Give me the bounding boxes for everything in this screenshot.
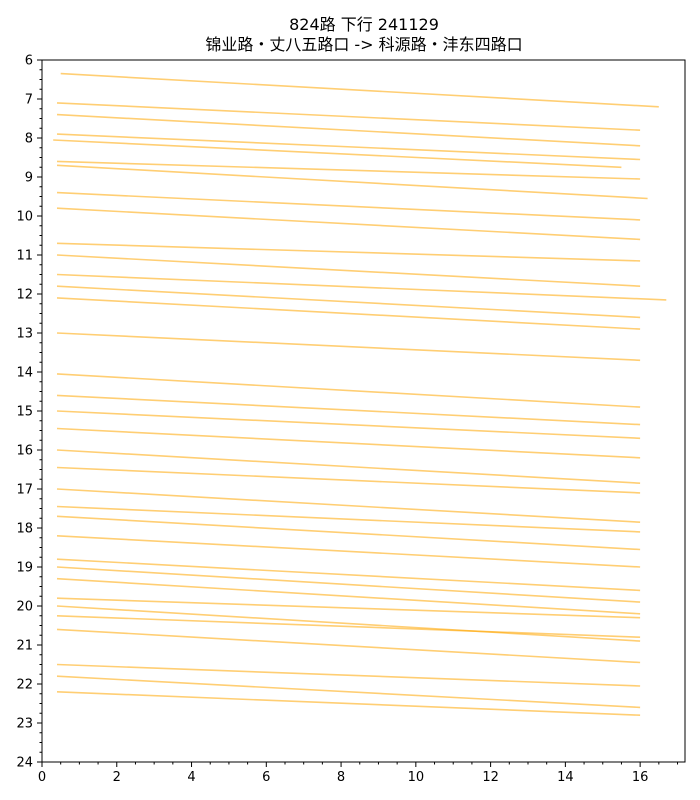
- trip-line-12: [56, 505, 641, 533]
- x-tick-label: 16: [632, 770, 649, 785]
- x-tick-label: 0: [38, 770, 46, 785]
- y-axis: 6 7 8 9 10 11 12 13 14 15 16 17 18 19 20 21 22 23 24: [16, 54, 42, 771]
- trip-line-24: [56, 160, 641, 180]
- y-tick-label: 19: [16, 561, 33, 576]
- y-tick-label: 24: [16, 756, 33, 771]
- trip-line-4: [56, 242, 641, 262]
- trip-line-32: [56, 566, 641, 603]
- y-tick-label: 20: [16, 600, 33, 615]
- trip-line-1: [60, 72, 659, 108]
- trip-line-21: [56, 133, 641, 161]
- trip-line-11: [56, 488, 641, 523]
- y-tick-label: 10: [16, 210, 33, 225]
- trip-line-8: [56, 410, 641, 440]
- trip-line-16: [56, 691, 641, 716]
- plot-frame: [41, 59, 686, 763]
- y-tick-label: 12: [16, 288, 33, 303]
- trip-line-31: [56, 558, 641, 592]
- y-tick-label: 11: [16, 249, 33, 264]
- trip-line-33: [56, 577, 641, 615]
- y-tick-label: 6: [25, 54, 33, 69]
- chart-title-line1: 824路 下行 241129: [289, 15, 439, 34]
- trip-line-22: [56, 113, 641, 147]
- trip-line-20: [56, 191, 641, 221]
- trip-line-35: [56, 535, 641, 568]
- y-tick-label: 8: [25, 132, 33, 147]
- trip-line-26: [56, 285, 641, 319]
- x-axis: 0 2 4 6 8 10 12 14 16: [38, 762, 679, 785]
- y-tick-label: 15: [16, 405, 33, 420]
- x-tick-label: 2: [113, 770, 121, 785]
- trip-line-2: [53, 139, 622, 169]
- trip-line-29: [56, 449, 641, 484]
- y-tick-label: 23: [16, 717, 33, 732]
- y-tick-label: 18: [16, 522, 33, 537]
- y-tick-label: 22: [16, 678, 33, 693]
- x-tick-label: 14: [557, 770, 574, 785]
- trip-line-28: [56, 394, 641, 426]
- trip-line-34: [56, 605, 641, 642]
- trip-line-9: [56, 427, 641, 459]
- trip-line-25: [56, 254, 641, 287]
- chart-title-line2: 锦业路・丈八五路口 -> 科源路・沣东四路口: [205, 35, 522, 54]
- trip-line-3: [56, 164, 648, 200]
- trip-line-30: [56, 515, 641, 551]
- trip-line-17: [56, 663, 641, 687]
- x-tick-label: 4: [187, 770, 195, 785]
- trip-line-18: [56, 675, 641, 709]
- x-tick-label: 8: [337, 770, 345, 785]
- trip-line-7: [56, 373, 641, 408]
- trip-line-27: [56, 332, 641, 362]
- x-tick-label: 10: [408, 770, 425, 785]
- x-tick-label: 6: [262, 770, 270, 785]
- y-tick-label: 16: [16, 444, 33, 459]
- y-tick-label: 14: [16, 366, 33, 381]
- trip-line-13: [56, 597, 641, 619]
- y-tick-label: 13: [16, 327, 33, 342]
- x-tick-label: 12: [482, 770, 499, 785]
- plot-lines: [53, 72, 667, 716]
- trip-line-19: [56, 207, 641, 241]
- y-tick-label: 21: [16, 639, 33, 654]
- trip-line-10: [56, 466, 641, 494]
- trip-line-14: [56, 615, 641, 638]
- y-tick-label: 17: [16, 483, 33, 498]
- trip-line-6: [56, 297, 641, 330]
- y-tick-label: 9: [25, 171, 33, 186]
- y-tick-label: 7: [25, 93, 33, 108]
- trip-line-5: [56, 273, 667, 301]
- trip-line-15: [56, 628, 641, 664]
- trip-line-23: [56, 102, 641, 131]
